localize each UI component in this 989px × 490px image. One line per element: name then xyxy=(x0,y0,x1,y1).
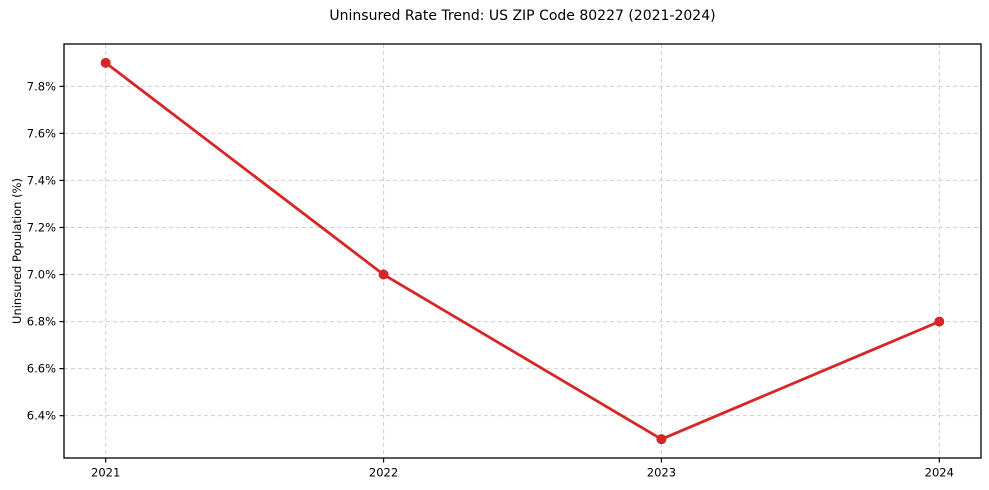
y-tick-label: 6.6% xyxy=(27,362,56,376)
data-point-marker xyxy=(934,316,945,327)
data-point-marker xyxy=(378,269,389,280)
data-point-marker xyxy=(656,434,667,445)
x-tick-label: 2022 xyxy=(369,466,398,480)
trend-line xyxy=(104,61,941,441)
chart-title: Uninsured Rate Trend: US ZIP Code 80227 … xyxy=(329,8,716,24)
x-tick-label: 2021 xyxy=(91,466,120,480)
y-tick-label: 6.8% xyxy=(27,315,56,329)
y-tick-label: 7.6% xyxy=(27,126,56,140)
x-tick-label: 2024 xyxy=(925,466,954,480)
y-tick-label: 6.4% xyxy=(27,409,56,423)
y-tick-label: 7.8% xyxy=(27,79,56,93)
y-tick-label: 7.0% xyxy=(27,268,56,282)
plot-frame xyxy=(63,43,982,459)
y-tick-label: 7.2% xyxy=(27,220,56,234)
data-point-marker xyxy=(100,57,111,68)
y-tick-label: 7.4% xyxy=(27,173,56,187)
x-tick-label: 2023 xyxy=(647,466,676,480)
